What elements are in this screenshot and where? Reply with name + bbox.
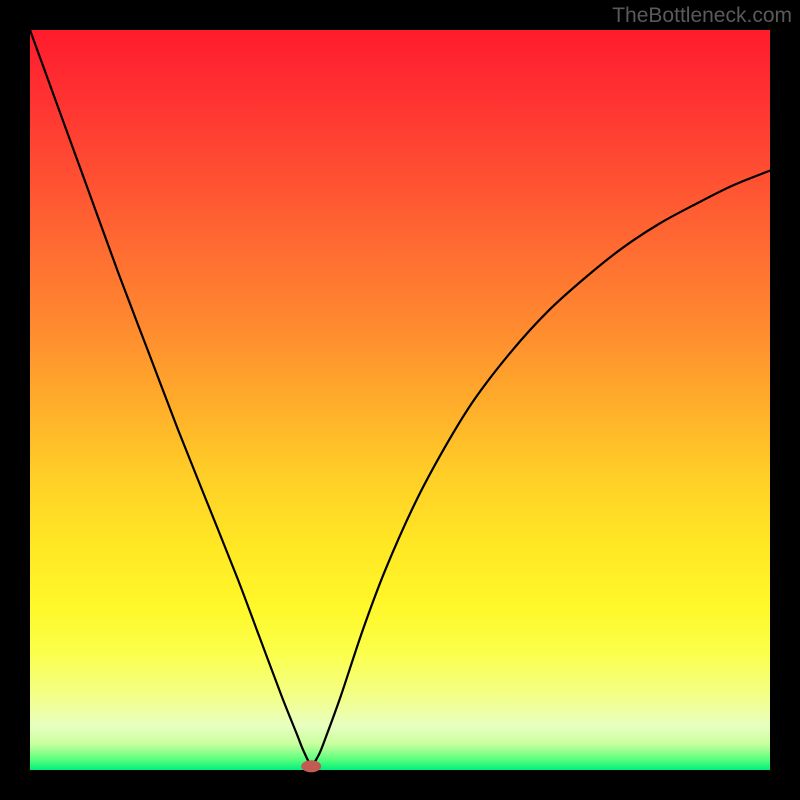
watermark-text: TheBottleneck.com: [612, 4, 792, 28]
bottleneck-chart: [0, 0, 800, 800]
plot-background: [30, 30, 770, 770]
chart-container: TheBottleneck.com: [0, 0, 800, 800]
minimum-marker: [301, 760, 321, 772]
